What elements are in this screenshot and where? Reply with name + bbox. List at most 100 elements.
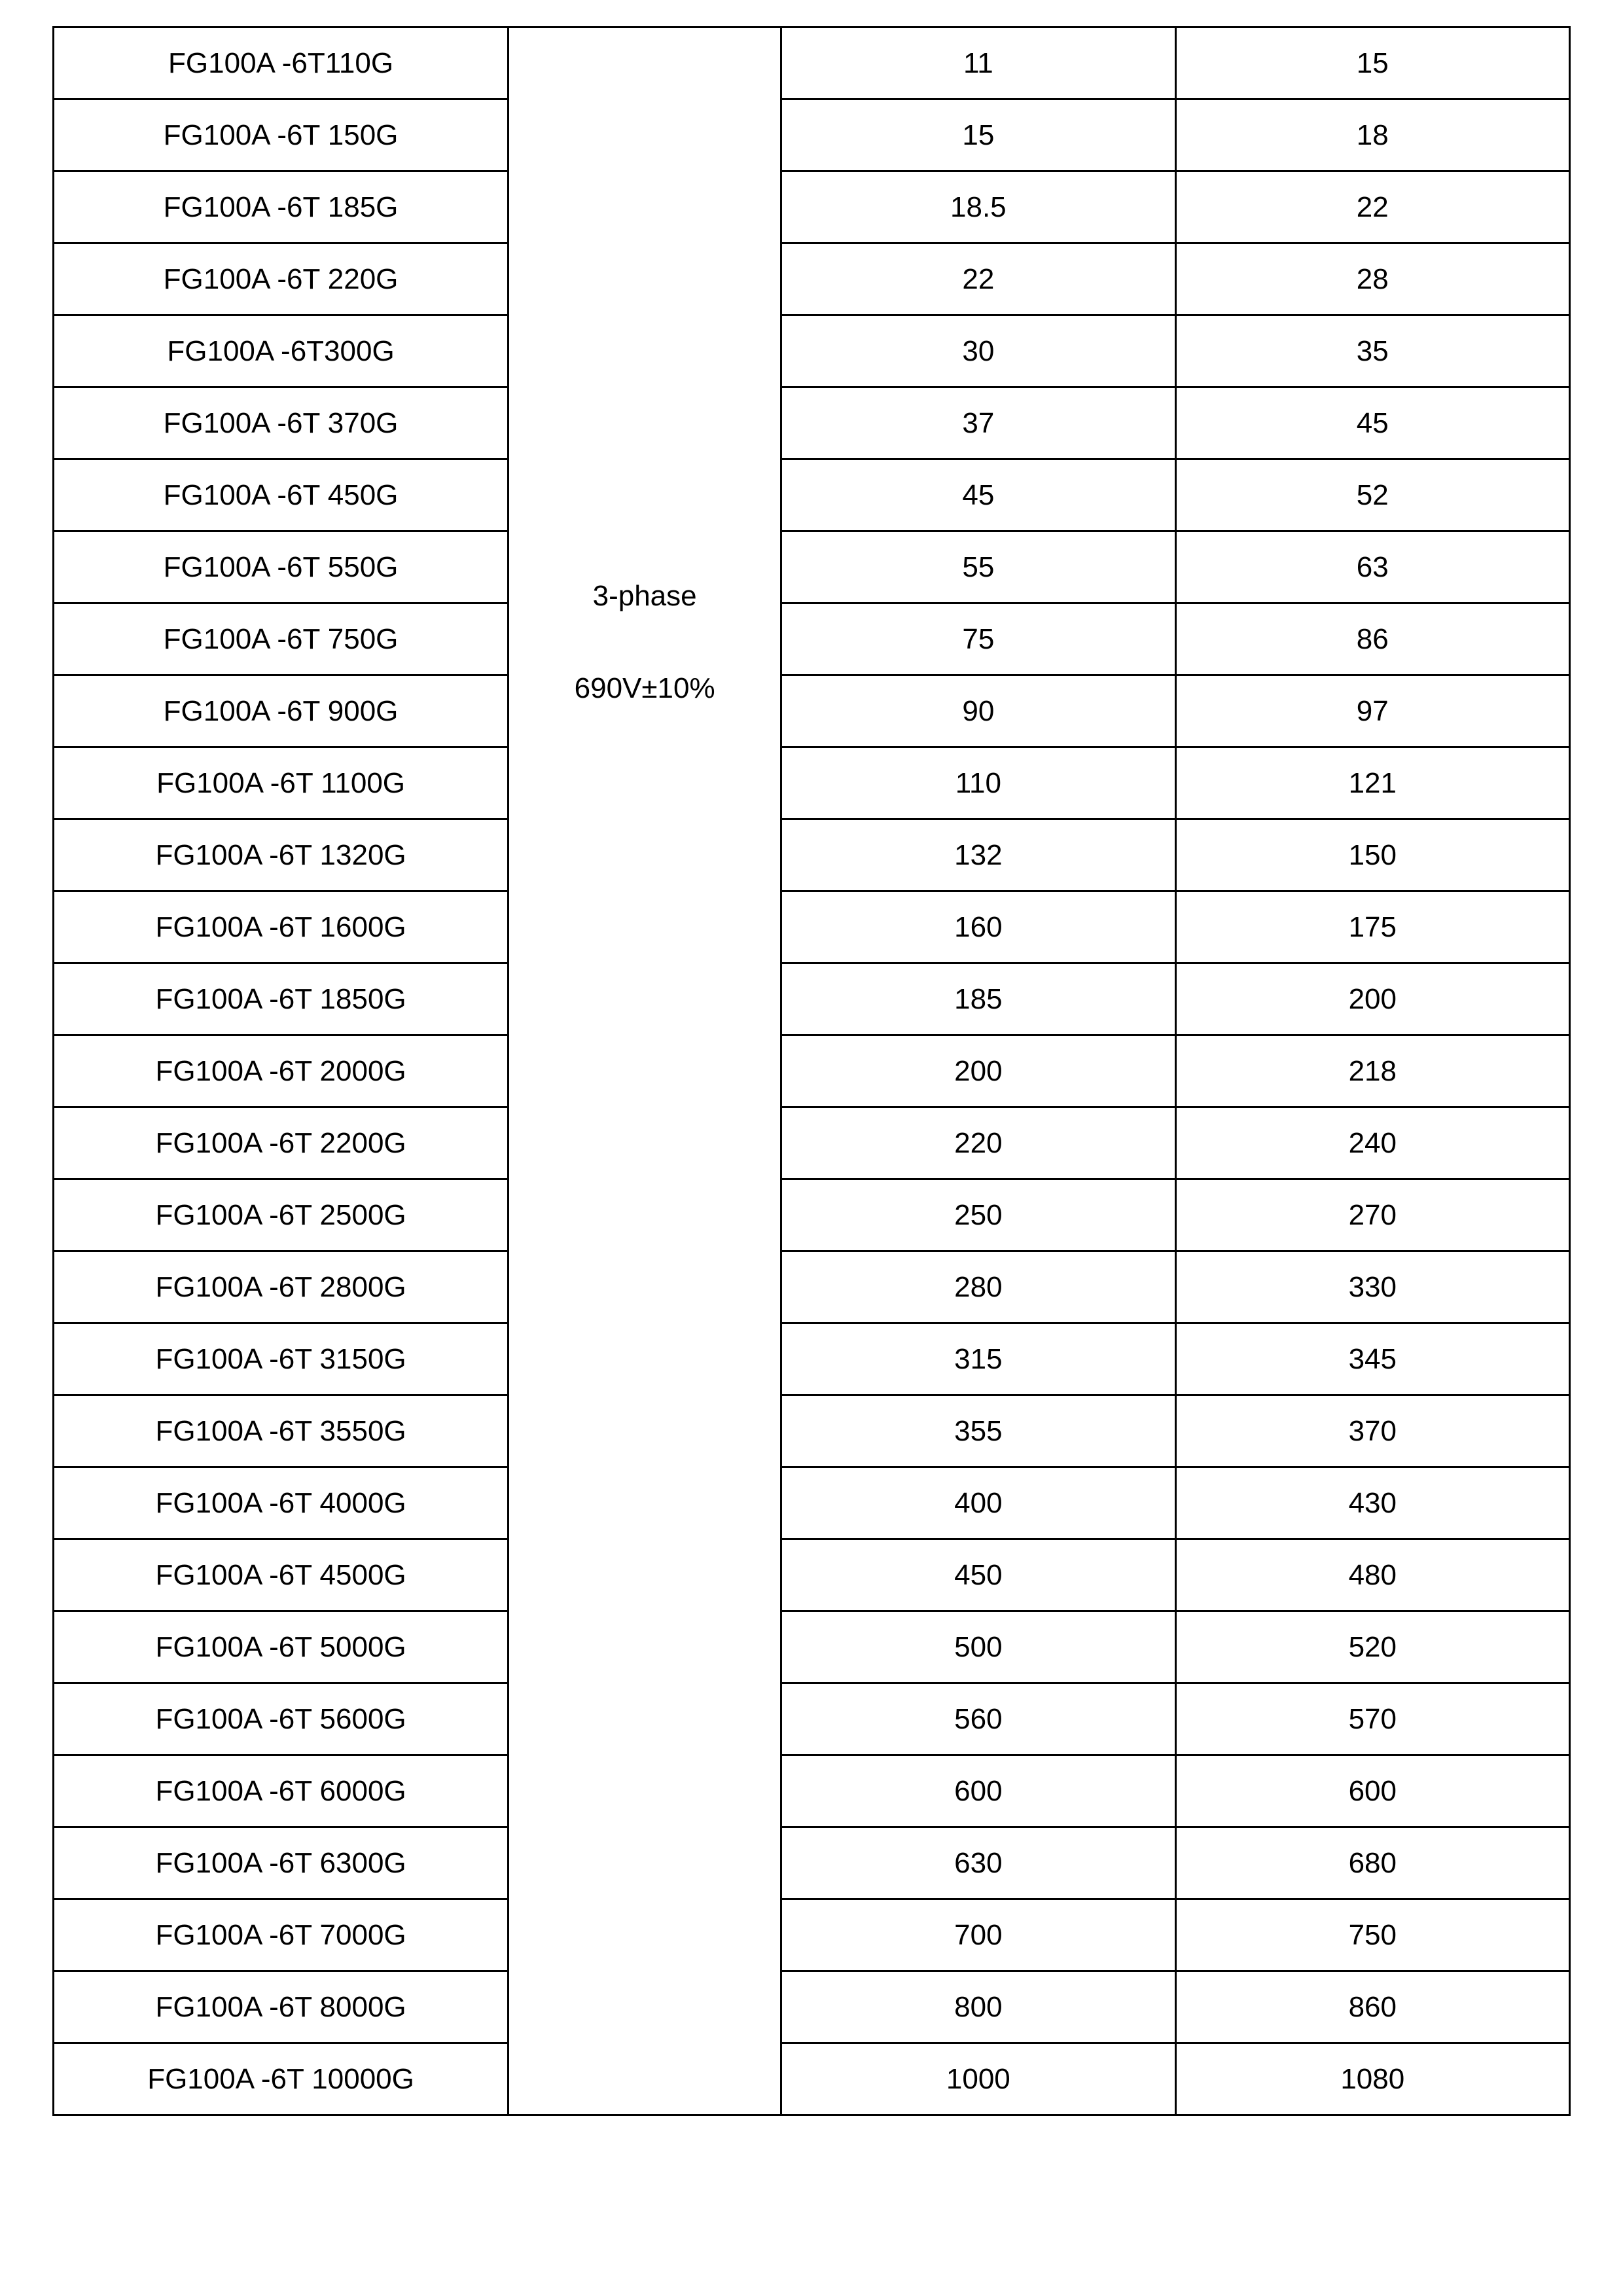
voltage-label: 690V±10% [509,657,780,721]
model-cell: FG100A -6T 450G [54,459,508,531]
table-row: FG100A -6T 1320G 132150 [54,819,1570,891]
value1-cell: 450 [781,1539,1175,1611]
model-cell: FG100A -6T 900G [54,675,508,747]
value1-cell: 200 [781,1035,1175,1107]
model-cell: FG100A -6T110G [54,27,508,99]
model-cell: FG100A -6T 220G [54,243,508,315]
value1-cell: 220 [781,1107,1175,1179]
table-row: FG100A -6T 1600G 160175 [54,891,1570,963]
value1-cell: 700 [781,1899,1175,1971]
value1-cell: 18.5 [781,171,1175,243]
model-cell: FG100A -6T 1850G [54,963,508,1035]
model-cell: FG100A -6T 185G [54,171,508,243]
model-cell: FG100A -6T 3550G [54,1395,508,1467]
model-cell: FG100A -6T 3150G [54,1323,508,1395]
value1-cell: 37 [781,387,1175,459]
table-row: FG100A -6T 5000G500520 [54,1611,1570,1683]
model-cell: FG100A -6T 8000G [54,1971,508,2043]
table-row: FG100A -6T 6000G600600 [54,1755,1570,1827]
value1-cell: 160 [781,891,1175,963]
value2-cell: 860 [1175,1971,1569,2043]
value2-cell: 1080 [1175,2043,1569,2115]
table-row: FG100A -6T 4000G 400430 [54,1467,1570,1539]
value2-cell: 45 [1175,387,1569,459]
model-cell: FG100A -6T300G [54,315,508,387]
value1-cell: 560 [781,1683,1175,1755]
table-row: FG100A -6T300G3035 [54,315,1570,387]
value2-cell: 150 [1175,819,1569,891]
model-cell: FG100A -6T 6300G [54,1827,508,1899]
model-cell: FG100A -6T 750G [54,603,508,675]
value2-cell: 480 [1175,1539,1569,1611]
model-cell: FG100A -6T 370G [54,387,508,459]
value1-cell: 11 [781,27,1175,99]
table-row: FG100A -6T 3550G355370 [54,1395,1570,1467]
value2-cell: 86 [1175,603,1569,675]
value1-cell: 45 [781,459,1175,531]
value1-cell: 500 [781,1611,1175,1683]
table-row: FG100A -6T110G3-phase690V±10%1115 [54,27,1570,99]
value2-cell: 15 [1175,27,1569,99]
value2-cell: 240 [1175,1107,1569,1179]
value2-cell: 218 [1175,1035,1569,1107]
value2-cell: 18 [1175,99,1569,171]
value2-cell: 28 [1175,243,1569,315]
table-row: FG100A -6T 10000G10001080 [54,2043,1570,2115]
value1-cell: 110 [781,747,1175,819]
value2-cell: 175 [1175,891,1569,963]
value1-cell: 355 [781,1395,1175,1467]
model-cell: FG100A -6T 5600G [54,1683,508,1755]
model-cell: FG100A -6T 2200G [54,1107,508,1179]
table-row: FG100A -6T 185G 18.522 [54,171,1570,243]
table-row: FG100A -6T 150G1518 [54,99,1570,171]
table-row: FG100A -6T 1850G185200 [54,963,1570,1035]
value1-cell: 132 [781,819,1175,891]
table-row: FG100A -6T 4500G450480 [54,1539,1570,1611]
table-row: FG100A -6T 1100G 110121 [54,747,1570,819]
table-row: FG100A -6T 2500G250270 [54,1179,1570,1251]
value2-cell: 600 [1175,1755,1569,1827]
table-row: FG100A -6T 2000G200218 [54,1035,1570,1107]
value2-cell: 97 [1175,675,1569,747]
specification-table: FG100A -6T110G3-phase690V±10%1115FG100A … [52,26,1571,2116]
value2-cell: 121 [1175,747,1569,819]
table-body: FG100A -6T110G3-phase690V±10%1115FG100A … [54,27,1570,2115]
value1-cell: 315 [781,1323,1175,1395]
value1-cell: 75 [781,603,1175,675]
value2-cell: 520 [1175,1611,1569,1683]
model-cell: FG100A -6T 1320G [54,819,508,891]
value1-cell: 30 [781,315,1175,387]
table-row: FG100A -6T 2200G 220240 [54,1107,1570,1179]
phase-label: 3-phase [509,565,780,628]
value2-cell: 52 [1175,459,1569,531]
value2-cell: 200 [1175,963,1569,1035]
table-row: FG100A -6T 450G 4552 [54,459,1570,531]
value2-cell: 63 [1175,531,1569,603]
value2-cell: 430 [1175,1467,1569,1539]
table-row: FG100A -6T 3150G 315345 [54,1323,1570,1395]
table-row: FG100A -6T 7000G 700750 [54,1899,1570,1971]
model-cell: FG100A -6T 150G [54,99,508,171]
value1-cell: 400 [781,1467,1175,1539]
model-cell: FG100A -6T 2500G [54,1179,508,1251]
value2-cell: 680 [1175,1827,1569,1899]
value2-cell: 270 [1175,1179,1569,1251]
model-cell: FG100A -6T 1600G [54,891,508,963]
value1-cell: 1000 [781,2043,1175,2115]
model-cell: FG100A -6T 7000G [54,1899,508,1971]
value1-cell: 800 [781,1971,1175,2043]
value2-cell: 345 [1175,1323,1569,1395]
value2-cell: 750 [1175,1899,1569,1971]
table-row: FG100A -6T 550G5563 [54,531,1570,603]
table-row: FG100A -6T 5600G 560570 [54,1683,1570,1755]
value1-cell: 90 [781,675,1175,747]
model-cell: FG100A -6T 2800G [54,1251,508,1323]
model-cell: FG100A -6T 1100G [54,747,508,819]
model-cell: FG100A -6T 6000G [54,1755,508,1827]
value2-cell: 570 [1175,1683,1569,1755]
model-cell: FG100A -6T 550G [54,531,508,603]
value1-cell: 280 [781,1251,1175,1323]
table-row: FG100A -6T 220G2228 [54,243,1570,315]
value2-cell: 22 [1175,171,1569,243]
model-cell: FG100A -6T 4000G [54,1467,508,1539]
